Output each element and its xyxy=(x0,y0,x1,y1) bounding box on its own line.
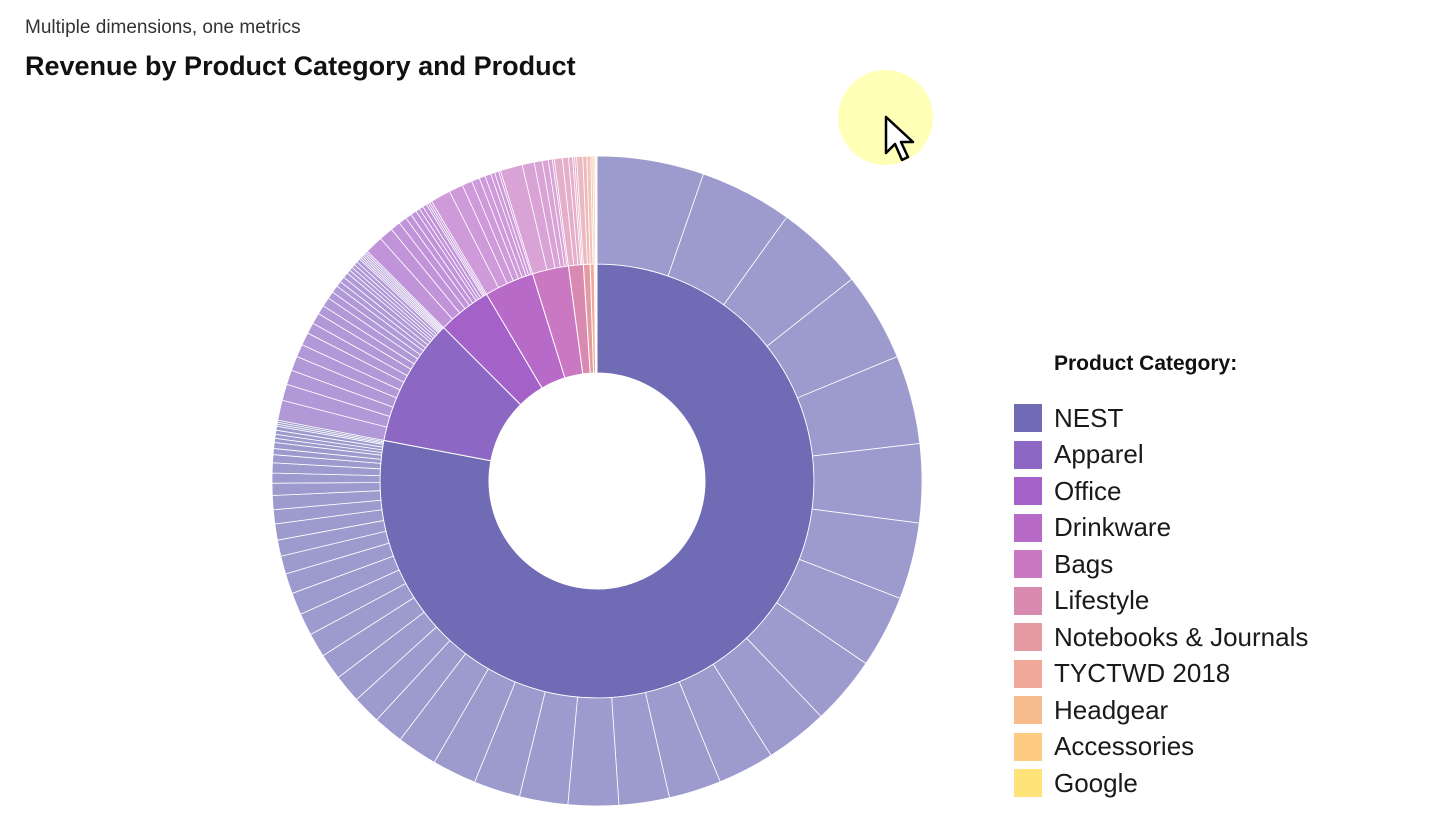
legend-label: Drinkware xyxy=(1054,512,1172,543)
legend-label: TYCTWD 2018 xyxy=(1054,658,1231,689)
legend-item-notebooks-journals[interactable]: Notebooks & Journals xyxy=(1014,619,1308,656)
legend-item-google[interactable]: Google xyxy=(1014,765,1308,802)
legend-label: Bags xyxy=(1054,548,1114,579)
legend-label: Notebooks & Journals xyxy=(1054,621,1309,652)
legend-items: NEST Apparel Office Drinkware Bags Lifestyle N… xyxy=(1014,400,1308,802)
legend-label: Lifestyle xyxy=(1054,585,1150,616)
legend-item-accessories[interactable]: Accessories xyxy=(1014,729,1308,766)
legend-item-headgear[interactable]: Headgear xyxy=(1014,692,1308,729)
legend-item-nest[interactable]: NEST xyxy=(1014,400,1308,437)
legend-label: Apparel xyxy=(1054,439,1144,470)
legend-swatch xyxy=(1014,732,1042,761)
legend-swatch xyxy=(1014,440,1042,469)
legend-label: NEST xyxy=(1054,402,1124,433)
legend-swatch xyxy=(1014,769,1042,798)
chart-title: Revenue by Product Category and Product xyxy=(25,51,576,81)
legend-swatch xyxy=(1014,696,1042,725)
legend-swatch xyxy=(1014,659,1042,688)
legend-swatch xyxy=(1014,586,1042,615)
inner-slice-google[interactable] xyxy=(595,263,598,374)
legend-swatch xyxy=(1014,550,1042,579)
legend-label: Office xyxy=(1054,475,1122,506)
legend-item-office[interactable]: Office xyxy=(1014,473,1308,510)
legend-title: Product Category: xyxy=(1054,352,1238,375)
legend-swatch xyxy=(1014,513,1042,542)
mouse-pointer-icon xyxy=(884,115,915,162)
outer-slice-google-1[interactable] xyxy=(595,155,598,265)
legend-label: Headgear xyxy=(1054,694,1169,725)
legend-item-apparel[interactable]: Apparel xyxy=(1014,437,1308,474)
legend-swatch xyxy=(1014,623,1042,652)
legend: Product Category: NEST Apparel Office Drink… xyxy=(1014,352,1308,802)
legend-item-lifestyle[interactable]: Lifestyle xyxy=(1014,583,1308,620)
legend-swatch xyxy=(1014,477,1042,506)
legend-swatch xyxy=(1014,404,1042,433)
legend-label: Accessories xyxy=(1054,731,1195,762)
legend-item-bags[interactable]: Bags xyxy=(1014,546,1308,583)
legend-label: Google xyxy=(1054,767,1138,798)
chart-subtitle: Multiple dimensions, one metrics xyxy=(25,17,301,38)
legend-item-tyctwd-2018[interactable]: TYCTWD 2018 xyxy=(1014,656,1308,693)
legend-item-drinkware[interactable]: Drinkware xyxy=(1014,510,1308,547)
